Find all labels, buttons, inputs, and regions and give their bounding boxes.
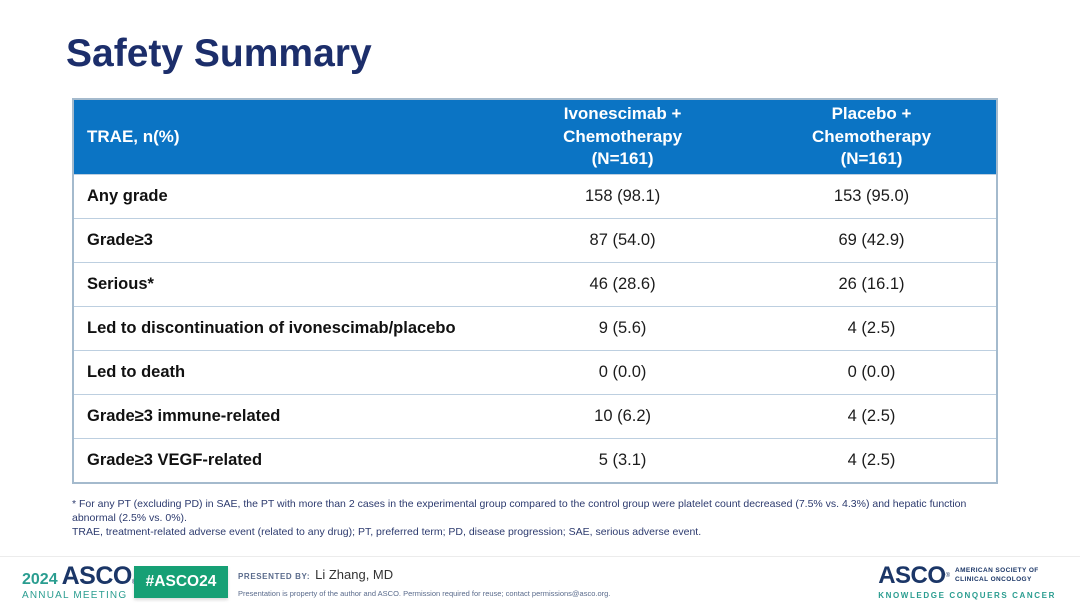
presented-by-block: PRESENTED BY: Li Zhang, MD Presentation … bbox=[238, 567, 610, 598]
table-row: Grade≥3 immune-related 10 (6.2) 4 (2.5) bbox=[74, 394, 996, 438]
table-header-placebo-arm: Placebo + Chemotherapy (N=161) bbox=[812, 104, 932, 169]
row-value-ivonescimab: 5 (3.1) bbox=[598, 450, 647, 469]
row-value-placebo: 69 (42.9) bbox=[838, 230, 905, 249]
table-row: Any grade 158 (98.1) 153 (95.0) bbox=[74, 174, 996, 218]
table-header-trae: TRAE, n(%) bbox=[87, 127, 180, 146]
table-row: Led to discontinuation of ivonescimab/pl… bbox=[74, 306, 996, 350]
row-value-ivonescimab: 158 (98.1) bbox=[584, 186, 661, 205]
registered-mark-icon: ® bbox=[945, 573, 950, 579]
footnote-abbreviations: TRAE, treatment-related adverse event (r… bbox=[72, 525, 702, 538]
table-row: Grade≥3 VEGF-related 5 (3.1) 4 (2.5) bbox=[74, 438, 996, 482]
row-value-ivonescimab: 0 (0.0) bbox=[598, 362, 647, 381]
table-header-row: TRAE, n(%) Ivonescimab + Chemotherapy (N… bbox=[74, 100, 996, 174]
asco-logo-society-lines: AMERICAN SOCIETY OF CLINICAL ONCOLOGY bbox=[954, 567, 1039, 583]
row-value-placebo: 26 (16.1) bbox=[838, 274, 905, 293]
row-label: Grade≥3 VEGF-related bbox=[87, 451, 263, 469]
footnotes: * For any PT (excluding PD) in SAE, the … bbox=[72, 498, 972, 540]
safety-summary-table: TRAE, n(%) Ivonescimab + Chemotherapy (N… bbox=[72, 98, 998, 484]
asco-logo-tagline: KNOWLEDGE CONQUERS CANCER bbox=[878, 591, 1056, 600]
row-value-placebo: 153 (95.0) bbox=[833, 186, 910, 205]
row-value-ivonescimab: 87 (54.0) bbox=[589, 230, 656, 249]
meeting-subtitle: ANNUAL MEETING bbox=[22, 590, 128, 601]
table-row: Grade≥3 87 (54.0) 69 (42.9) bbox=[74, 218, 996, 262]
row-value-ivonescimab: 46 (28.6) bbox=[589, 274, 656, 293]
presenter-name: Li Zhang, MD bbox=[315, 567, 394, 582]
permission-note: Presentation is property of the author a… bbox=[238, 589, 611, 598]
slide-footer: 2024 ASCO ® ANNUAL MEETING #ASCO24 PRESE… bbox=[0, 556, 1080, 608]
presented-by-label: PRESENTED BY: bbox=[238, 572, 311, 581]
hashtag-badge: #ASCO24 bbox=[134, 566, 228, 598]
page-title: Safety Summary bbox=[66, 32, 372, 75]
presented-by-line: PRESENTED BY: Li Zhang, MD bbox=[238, 567, 610, 582]
row-value-placebo: 0 (0.0) bbox=[847, 362, 896, 381]
table-header-ivonescimab-arm: Ivonescimab + Chemotherapy (N=161) bbox=[563, 104, 683, 169]
row-label: Grade≥3 immune-related bbox=[87, 407, 281, 425]
row-value-ivonescimab: 10 (6.2) bbox=[594, 406, 652, 425]
table-row: Led to death 0 (0.0) 0 (0.0) bbox=[74, 350, 996, 394]
meeting-year: 2024 bbox=[22, 571, 58, 588]
row-value-ivonescimab: 9 (5.6) bbox=[598, 318, 647, 337]
row-label: Led to death bbox=[87, 363, 186, 381]
asco-logo-wordmark: ASCO bbox=[878, 562, 946, 589]
row-label: Any grade bbox=[87, 187, 168, 205]
row-value-placebo: 4 (2.5) bbox=[847, 406, 896, 425]
meeting-org: ASCO bbox=[61, 562, 133, 590]
row-value-placebo: 4 (2.5) bbox=[847, 318, 896, 337]
row-value-placebo: 4 (2.5) bbox=[847, 450, 896, 469]
asco-logo-top: ASCO ® AMERICAN SOCIETY OF CLINICAL ONCO… bbox=[878, 564, 1056, 588]
asco-annual-meeting-logo: 2024 ASCO ® ANNUAL MEETING bbox=[22, 564, 137, 601]
table-row: Serious* 46 (28.6) 26 (16.1) bbox=[74, 262, 996, 306]
row-label: Grade≥3 bbox=[87, 231, 153, 249]
meeting-logo-top: 2024 ASCO ® bbox=[22, 564, 137, 589]
asco-society-logo: ASCO ® AMERICAN SOCIETY OF CLINICAL ONCO… bbox=[878, 564, 1056, 601]
footnote-serious-definition: * For any PT (excluding PD) in SAE, the … bbox=[72, 498, 967, 524]
row-label: Serious* bbox=[87, 275, 154, 293]
table-body: Any grade 158 (98.1) 153 (95.0) Grade≥3 … bbox=[74, 174, 996, 482]
row-label: Led to discontinuation of ivonescimab/pl… bbox=[87, 319, 456, 337]
